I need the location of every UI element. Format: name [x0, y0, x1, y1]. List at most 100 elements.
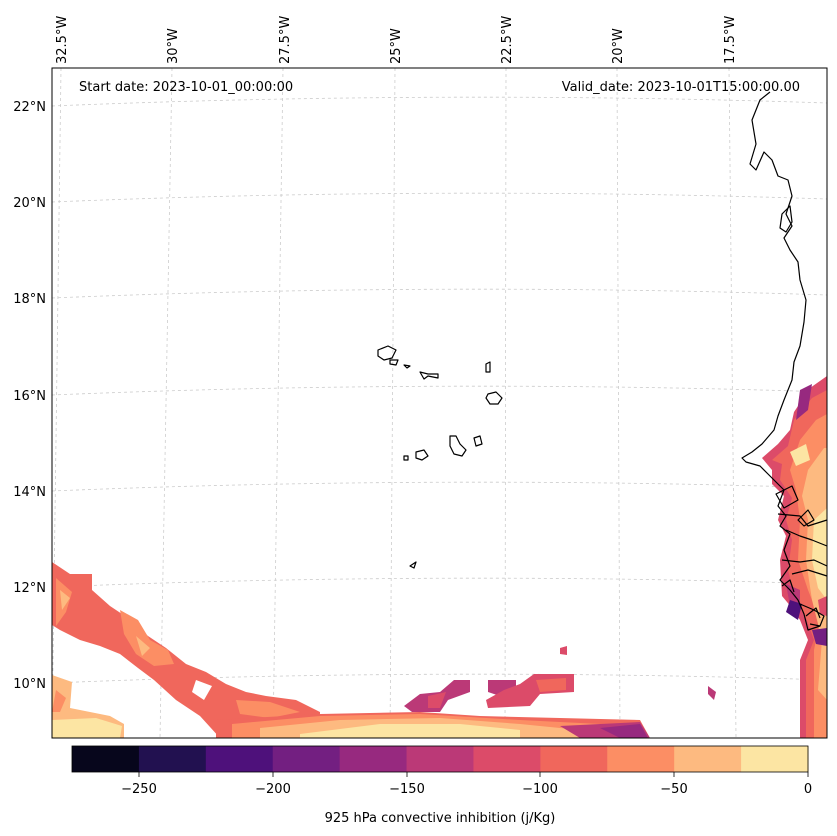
island-sal-icon [485, 361, 491, 373]
latitude-labels: 22°N 20°N 18°N 16°N 14°N 12°N 10°N [13, 100, 46, 692]
lat-label: 14°N [13, 485, 46, 500]
start-date-text: Start date: 2023-10-01_00:00:00 [79, 80, 293, 95]
coastlines [377, 91, 828, 631]
cin-region [52, 718, 122, 738]
lat-label: 22°N [13, 100, 46, 115]
colorbar-cell [138, 746, 207, 772]
cin-region [812, 508, 827, 600]
cin-region [428, 692, 446, 708]
lon-label: 17.5°W [723, 16, 738, 64]
country-border [777, 513, 828, 527]
country-border [781, 579, 795, 593]
cin-region [818, 596, 827, 616]
lon-label: 20°W [611, 28, 626, 64]
gridline-lat [51, 577, 828, 588]
cin-region [52, 562, 320, 738]
cin-region [136, 636, 150, 656]
colorbar-frame [71, 745, 809, 773]
cin-filled-contours [52, 376, 827, 738]
colorbar-cell [205, 746, 274, 772]
map-frame [51, 67, 828, 739]
cin-region [708, 686, 716, 700]
lon-label: 32.5°W [55, 16, 70, 64]
gridline-lat [51, 385, 828, 396]
cin-region [796, 384, 812, 420]
longitude-labels: 32.5°W 30°W 27.5°W 25°W 22.5°W 20°W 17.5… [55, 16, 738, 64]
colorbar-ticks [138, 772, 809, 777]
island-sao-vicente-icon [389, 359, 399, 366]
cin-gap [192, 680, 212, 700]
island-santiago-icon [449, 435, 467, 457]
country-border [799, 603, 825, 627]
colorbar-cell [674, 746, 742, 772]
gridline-lat [51, 481, 828, 492]
gridline-lat [51, 192, 828, 203]
cin-region [790, 444, 810, 466]
cin-region [536, 678, 566, 692]
colorbar-tick-label: −50 [660, 782, 687, 797]
small-feature-icon [409, 561, 417, 569]
colorbar-cell [406, 746, 475, 772]
colorbar-cell [72, 746, 140, 772]
colorbar-tick-label: −200 [255, 782, 291, 797]
cin-region [300, 724, 520, 738]
gridline-lat [51, 288, 828, 299]
lat-label: 20°N [13, 196, 46, 211]
country-border [791, 569, 828, 577]
african-coastline [741, 91, 821, 631]
colorbar-cell [741, 746, 809, 772]
colorbar-tick-label: 0 [804, 782, 812, 797]
gridline-lon [616, 67, 621, 739]
colorbar [72, 746, 809, 772]
cin-region [600, 724, 648, 738]
island-brava-icon [403, 455, 409, 461]
island-santa-luzia-icon [403, 364, 411, 369]
island-sao-nicolau-icon [419, 371, 439, 380]
island-boa-vista-icon [485, 391, 503, 405]
cin-region [786, 600, 802, 620]
cin-region [120, 610, 174, 666]
colorbar-cell [473, 746, 541, 772]
colorbar-tick-label: −100 [522, 782, 558, 797]
island-fogo-icon [415, 449, 429, 461]
country-border [805, 607, 821, 619]
colorbar-cell [540, 746, 608, 772]
lon-label: 22.5°W [500, 16, 515, 64]
colorbar-cell [607, 746, 675, 772]
coastal-island-icon [779, 205, 793, 233]
country-border [797, 509, 815, 527]
lat-label: 16°N [13, 389, 46, 404]
lat-label: 10°N [13, 677, 46, 692]
lat-label: 12°N [13, 581, 46, 596]
colorbar-label: 925 hPa convective inhibition (j/Kg) [325, 811, 556, 826]
colorbar-tick-label: −150 [389, 782, 425, 797]
lat-label: 18°N [13, 292, 46, 307]
lon-label: 30°W [166, 28, 181, 64]
map-background [52, 68, 827, 738]
colorbar-tick-label: −250 [121, 782, 157, 797]
lon-label: 25°W [389, 28, 404, 64]
cin-region [52, 690, 66, 712]
colorbar-cell [272, 746, 341, 772]
gridline-lon [728, 67, 737, 739]
gridline-lon [159, 67, 173, 739]
country-border [785, 529, 828, 547]
colorbar-tick-labels: −250 −200 −150 −100 −50 0 [121, 782, 812, 797]
gridline-lon [504, 67, 507, 739]
cin-region [60, 590, 70, 610]
country-border [775, 485, 799, 509]
island-maio-icon [473, 435, 483, 447]
gridline-lon [51, 67, 62, 739]
colorbar-cell [339, 746, 408, 772]
cin-region [236, 700, 300, 718]
cin-region [560, 646, 567, 655]
gridline-lon [272, 67, 284, 739]
gridline-lat [51, 96, 828, 107]
valid-date-text: Valid_date: 2023-10-01T15:00:00.00 [562, 80, 800, 95]
gridline-lon [389, 67, 396, 739]
cin-region [812, 628, 827, 646]
island-santo-antao-icon [377, 345, 397, 361]
country-border [781, 559, 828, 567]
lon-label: 27.5°W [278, 16, 293, 64]
